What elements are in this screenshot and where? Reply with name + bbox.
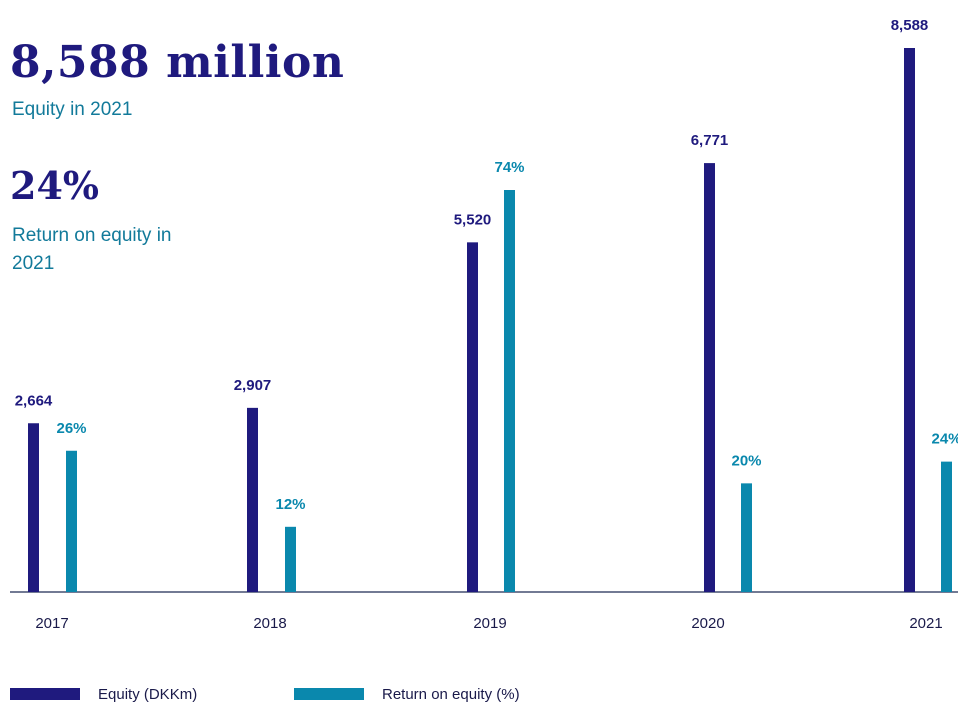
equity-label-2018: 2,907 xyxy=(234,377,272,394)
x-tick-2021: 2021 xyxy=(909,615,942,632)
equity-kpi-label: Equity in 2021 xyxy=(12,99,133,120)
roe-bar-2017 xyxy=(66,450,77,592)
equity-label-2020: 6,771 xyxy=(691,132,729,149)
legend-label-equity: Equity (DKKm) xyxy=(98,685,198,703)
legend-label-roe: Return on equity (%) xyxy=(382,685,520,703)
x-tick-2018: 2018 xyxy=(253,615,286,632)
legend-item-roe: Return on equity (%) xyxy=(294,684,520,704)
roe-label-2018: 12% xyxy=(275,496,305,513)
legend: Equity (DKKm) Return on equity (%) xyxy=(0,684,958,704)
equity-bar-2021 xyxy=(904,48,915,592)
roe-label-2019: 74% xyxy=(494,159,524,176)
x-tick-2017: 2017 xyxy=(35,615,68,632)
equity-bar-2020 xyxy=(704,163,715,592)
roe-label-2020: 20% xyxy=(731,452,761,469)
equity-label-2021: 8,588 xyxy=(891,17,929,34)
equity-label-2017: 2,664 xyxy=(15,392,53,409)
x-tick-2019: 2019 xyxy=(473,615,506,632)
roe-bar-2019 xyxy=(504,190,515,592)
legend-item-equity: Equity (DKKm) xyxy=(10,684,197,704)
roe-bar-2020 xyxy=(741,483,752,592)
roe-kpi-value: 24% xyxy=(10,163,99,208)
equity-kpi-value: 8,588 million xyxy=(10,37,345,88)
roe-label-2017: 26% xyxy=(56,420,86,437)
roe-bar-2021 xyxy=(941,461,952,592)
legend-swatch-equity xyxy=(10,688,80,700)
equity-bar-2017 xyxy=(28,423,39,592)
legend-swatch-roe xyxy=(294,688,364,700)
equity-bar-2019 xyxy=(467,242,478,592)
x-tick-2020: 2020 xyxy=(691,615,724,632)
equity-bar-2018 xyxy=(247,407,258,592)
roe-label-2021: 24% xyxy=(931,431,958,448)
equity-label-2019: 5,520 xyxy=(454,211,492,228)
roe-kpi-label: Return on equity in 2021 xyxy=(12,225,172,274)
roe-bar-2018 xyxy=(285,526,296,592)
